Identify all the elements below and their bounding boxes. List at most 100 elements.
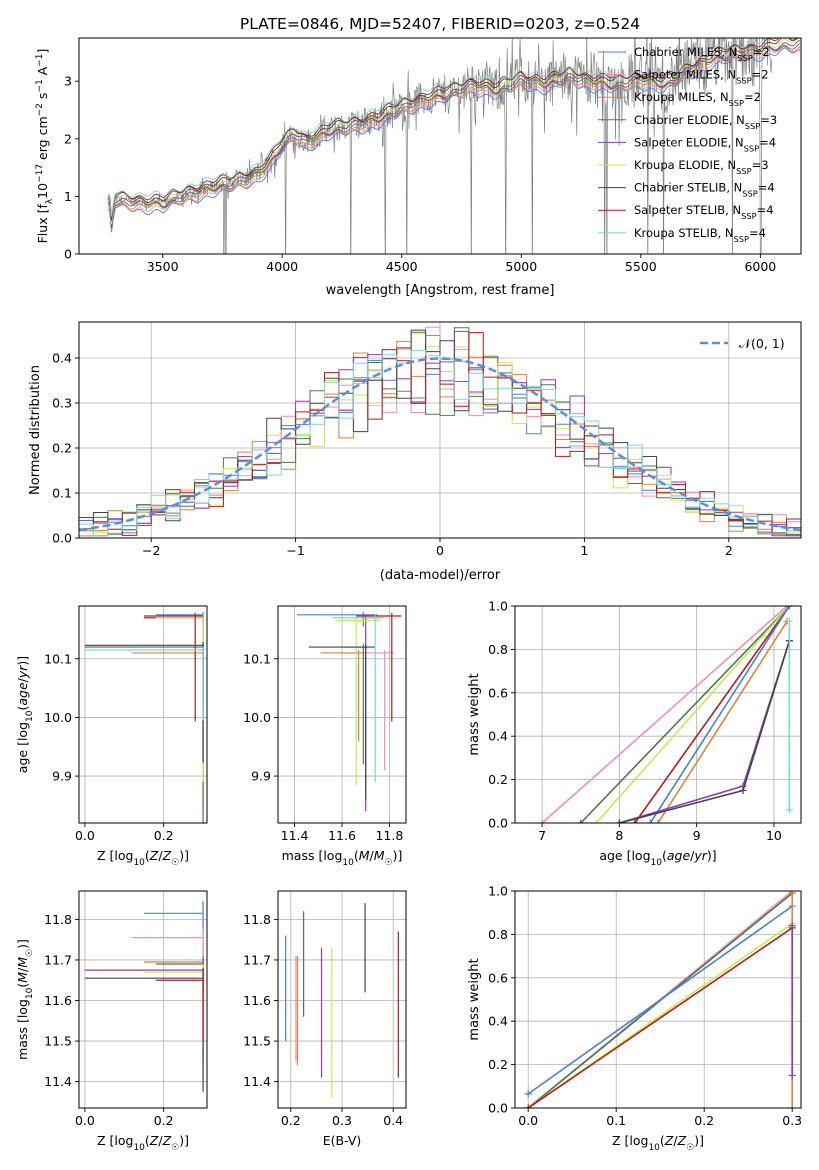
mass_weight_vs_Z-plot-area [524,891,796,1108]
mass_weight_vs_Z-axes: 0.0 0.1 0.2 0.3 0.0 0.2 0.4 0.6 0.8 1.0 Z [log10(Z… [467,884,802,1154]
spectrum-xtick-label: 5000 [505,259,537,274]
mass_vs_Z-ytick-label: 11.7 [44,952,72,967]
age_vs_mass-axes: 11.4 11.6 11.8 9.9 10.0 10.1 mass [log10(M/M☉)… [243,605,407,868]
spectrum-legend-label: Chabrier ELODIE, NSSP=3 [634,113,777,131]
mass-weight-marker [788,1071,796,1079]
residuals-plot-area [79,326,801,537]
residuals-ytick-label: 0.4 [52,351,72,366]
mass_weight_vs_age-xtick-label: 9 [693,828,701,843]
mass-weight-marker [788,1104,796,1108]
spectrum-legend-label: Salpeter MILES, NSSP=2 [634,68,769,86]
mass_vs_ebv-ytick-label: 11.5 [243,1034,271,1049]
mass_vs_Z-plot-area [84,901,204,1092]
mass-weight-marker [785,606,793,610]
spectrum-model-line [107,39,801,228]
spectrum-legend-label: Salpeter STELIB, NSSP=4 [634,203,774,221]
mass_weight_vs_Z-xtick-label: 0.1 [606,1113,626,1128]
mass-weight-marker [631,819,639,823]
residuals-xlabel: (data-model)/error [380,568,501,583]
mass_vs_ebv-xtick-label: 0.4 [383,1113,403,1128]
mass_vs_Z-ytick-label: 11.8 [44,912,72,927]
mass_weight_vs_age-ytick-label: 0.4 [488,729,508,744]
mass_vs_ebv-xtick-label: 0.2 [281,1113,301,1128]
age_vs_mass-plot-area [296,611,402,812]
age_vs_Z-xlabel: Z [log10(Z/Z☉)] [97,848,189,868]
residuals-ytick-label: 0.3 [52,396,72,411]
spectrum-model-line [107,38,801,225]
spectrum-legend-label: Kroupa MILES, NSSP=2 [634,90,761,108]
spectrum-axes: 3500 4000 4500 5000 5500 6000 0 1 2 3 Chabrier MIL… [35,37,802,298]
age_vs_mass-ytick-label: 10.0 [243,710,271,725]
spectrum-legend-label: Salpeter ELODIE, NSSP=4 [634,135,776,153]
mass_weight_vs_age-ytick-label: 0.8 [488,642,508,657]
mass_vs_Z-ytick-label: 11.6 [44,993,72,1008]
mass_weight_vs_age-plot-area [538,606,793,823]
mass-weight-line [541,606,788,823]
mass_weight_vs_Z-ytick-label: 0.0 [488,1101,508,1116]
mass_vs_ebv-ytick-label: 11.4 [243,1074,271,1089]
mass_vs_ebv-ytick-label: 11.7 [243,952,271,967]
mass-weight-line [527,927,793,1108]
spectrum-xtick-label: 6000 [744,259,776,274]
mass_vs_Z-axes: 0.0 0.2 11.4 11.5 11.6 11.7 11.8 Z [log10(Z/Z☉)… [15,890,208,1153]
mass_weight_vs_age-ytick-label: 0.6 [488,685,508,700]
age_vs_mass-ytick-label: 9.9 [251,769,271,784]
mass_weight_vs_Z-xtick-label: 0.2 [694,1113,714,1128]
spectrum-plot-area [107,38,801,254]
age_vs_Z-xtick-label: 0.2 [154,828,174,843]
spectrum-ytick-label: 0 [64,247,72,262]
figure-title: PLATE=0846, MJD=52407, FIBERID=0203, z=0… [240,15,640,33]
mass_vs_ebv-ytick-label: 11.8 [243,912,271,927]
mass_weight_vs_Z-ytick-label: 0.6 [488,970,508,985]
mass_weight_vs_Z-ylabel: mass weight [467,958,482,1040]
mass_weight_vs_age-ytick-label: 1.0 [488,599,508,614]
spectrum-legend-label: Chabrier STELIB, NSSP=4 [634,181,775,199]
mass_weight_vs_Z-frame [514,890,802,1109]
mass_weight_vs_age-axes: 7 8 9 10 0.0 0.2 0.4 0.6 0.8 1.0 age [log10(age/yr… [467,599,802,868]
age_vs_Z-xtick-label: 0.0 [75,828,95,843]
mass-weight-marker [592,819,600,823]
mass_vs_Z-ylabel: mass [log10(M/M☉)] [15,939,35,1060]
age_vs_Z-ytick-label: 10.0 [44,710,72,725]
spectrum-xlabel: wavelength [Angstrom, rest frame] [326,283,555,298]
age_vs_Z-ylabel: age [log10(age/yr)] [15,656,35,773]
mass-weight-marker [654,819,662,823]
residuals-xtick-label: −2 [142,543,160,558]
residuals-ytick-label: 0.2 [52,441,72,456]
mass_vs_ebv-xlabel: E(B-V) [323,1133,362,1148]
residuals-ylabel: Normed distribution [28,365,43,495]
age_vs_mass-ytick-label: 10.1 [243,651,271,666]
residuals-xtick-label: −1 [286,543,304,558]
residuals-legend: 𝒩(0, 1) [700,336,785,351]
spectrum-ytick-label: 1 [64,189,72,204]
residual-histogram-line [79,350,801,537]
mass_weight_vs_Z-ytick-label: 0.8 [488,927,508,942]
mass-weight-marker [785,806,793,814]
mass-weight-marker [785,617,793,625]
spectrum-ytick-label: 3 [64,74,72,89]
age_vs_mass-xtick-label: 11.6 [328,828,356,843]
mass_vs_Z-xtick-label: 0.0 [75,1113,95,1128]
mass_weight_vs_Z-ytick-label: 0.2 [488,1057,508,1072]
mass-weight-marker [788,922,796,930]
residuals-axes: −2 −1 0 1 2 0.0 0.1 0.2 0.3 0.4 𝒩(0, 1) (data-model… [28,321,802,583]
mass_weight_vs_age-xtick-label: 8 [615,828,623,843]
mass-weight-marker [524,1104,532,1108]
mass_weight_vs_age-ytick-label: 0.0 [488,816,508,831]
mass-weight-marker [524,1090,532,1098]
residuals-ytick-label: 0.1 [52,486,72,501]
spectrum-xtick-label: 5500 [625,259,657,274]
spectrum-legend-label: Kroupa STELIB, NSSP=4 [634,226,766,244]
spectrum-xtick-label: 3500 [147,259,179,274]
spectrum-legend-label: Kroupa ELODIE, NSSP=3 [634,158,769,176]
spectrum-frame [78,37,802,255]
mass_weight_vs_age-ytick-label: 0.2 [488,772,508,787]
residuals-xtick-label: 0 [436,543,444,558]
mass_weight_vs_Z-ytick-label: 1.0 [488,884,508,899]
age_vs_Z-axes: 0.0 0.2 9.9 10.0 10.1 Z [log10(Z/Z☉)] age [log… [15,605,208,868]
mass_vs_ebv-plot-area [285,903,399,1098]
mass-weight-marker [577,819,585,823]
age_vs_mass-xlabel: mass [log10(M/M☉)] [282,848,403,868]
mass-weight-marker [739,786,747,794]
